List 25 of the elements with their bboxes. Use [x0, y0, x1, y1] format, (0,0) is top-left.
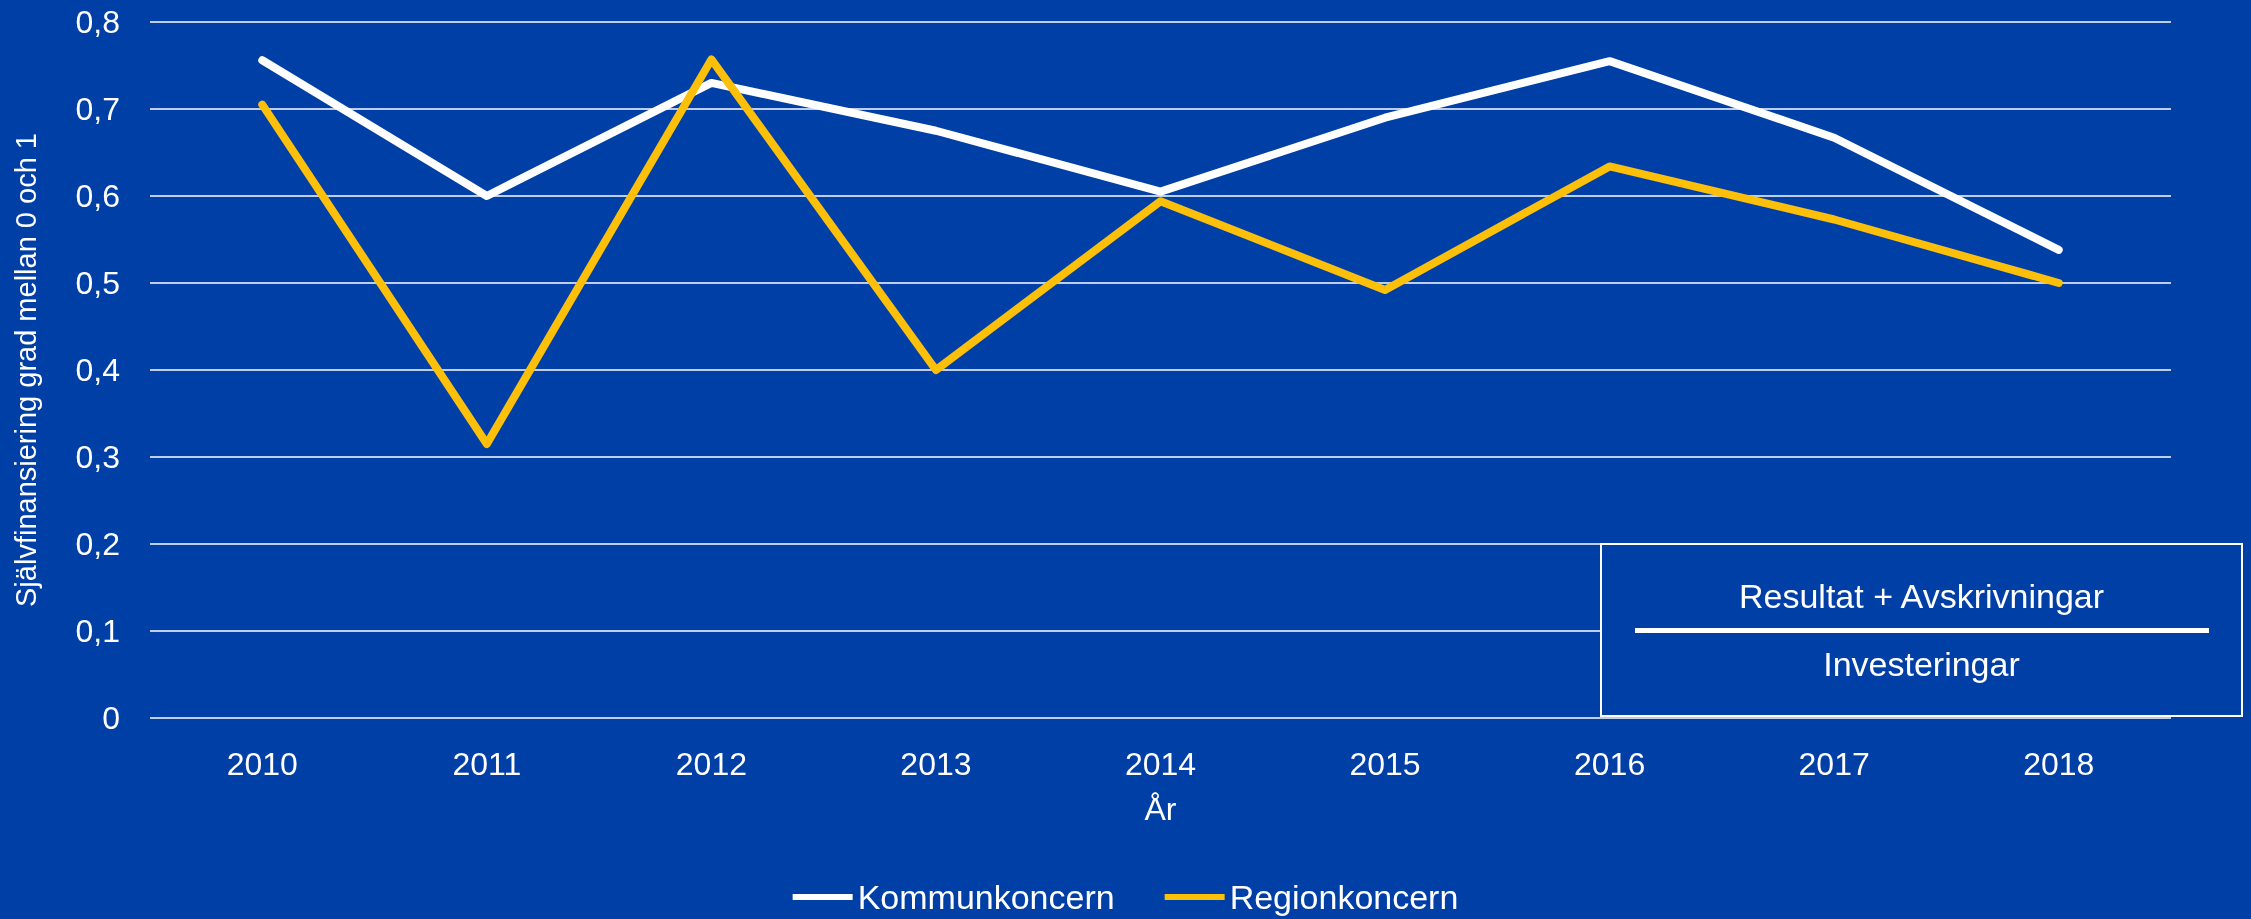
x-tick-label: 2013	[900, 746, 972, 782]
y-tick-label: 0,6	[75, 178, 120, 214]
x-tick-label: 2011	[452, 746, 522, 782]
annotation: Investeringar	[1823, 644, 2020, 684]
y-tick-label: 0,7	[75, 91, 120, 127]
formula-box: Resultat + Avskrivningar Investeringar	[1600, 543, 2243, 717]
y-tick-label: 0,1	[75, 613, 120, 649]
y-tick-label: 0,4	[75, 352, 120, 388]
x-tick-label: 2015	[1349, 746, 1421, 782]
legend-label: Kommunkoncern	[857, 878, 1115, 916]
x-tick-label: 2016	[1574, 746, 1646, 782]
y-axis-title: Självfinansiering grad mellan 0 och 1	[9, 133, 42, 607]
x-tick-label: 2010	[226, 746, 298, 782]
x-axis-title: År	[1144, 791, 1177, 827]
y-tick-label: 0,8	[75, 4, 120, 40]
legend-label: Regionkoncern	[1229, 878, 1459, 916]
y-tick-label: 0,3	[75, 439, 120, 475]
x-tick-label: 2014	[1124, 746, 1197, 782]
x-tick-label: 2012	[675, 746, 747, 782]
y-tick-label: 0	[102, 700, 120, 736]
annotation: Resultat + Avskrivningar	[1738, 576, 2105, 616]
y-tick-label: 0,2	[75, 526, 120, 562]
x-tick-label: 2017	[1798, 746, 1870, 782]
x-tick-label: 2018	[2023, 746, 2095, 782]
y-tick-label: 0,5	[75, 265, 120, 301]
